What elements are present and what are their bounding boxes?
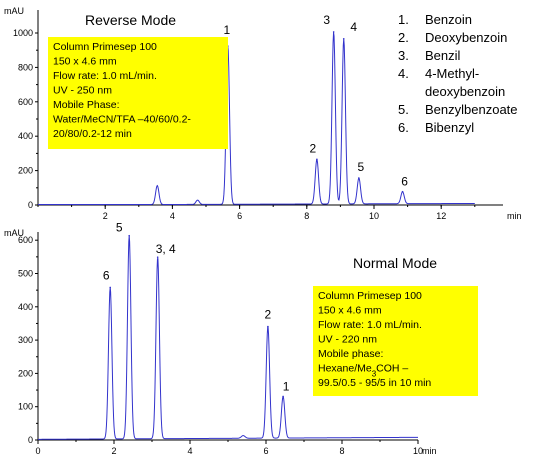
legend-entry: Benzil [425,48,461,63]
peak-label: 2 [265,308,272,322]
x-tick-label: 8 [304,211,309,221]
peak-label: 4 [350,20,357,34]
y-tick-label: 600 [18,235,33,245]
y-tick-label: 0 [28,435,33,445]
condition-line: Flow rate: 1.0 mL/min. [53,70,157,82]
condition-line: Column Primesep 100 [318,290,422,302]
x-tick-label: 4 [187,446,192,456]
condition-line: Mobile phase: [318,348,383,360]
x-tick-label: 8 [339,446,344,456]
legend-number: 5. [398,102,409,117]
y-tick-label: 300 [18,335,33,345]
condition-line: 150 x 4.6 mm [318,305,382,317]
legend-number: 3. [398,48,409,63]
peak-label: 1 [223,23,230,37]
condition-line: Water/MeCN/TFA –40/60/0.2- [53,114,191,126]
peak-label: 3 [323,13,330,27]
peak-label: 5 [116,221,123,235]
legend-entry: deoxybenzoin [425,84,505,99]
y-tick-label: 200 [18,368,33,378]
peak-point [358,177,360,179]
condition-line: 99.5/0.5 - 95/5 in 10 min [318,377,431,389]
y-tick-label: 400 [18,302,33,312]
x-tick-label: 6 [237,211,242,221]
y-tick-label: 100 [18,402,33,412]
x-tick-label: 0 [35,446,40,456]
condition-line: UV - 220 nm [318,334,377,346]
x-tick-label: 2 [111,446,116,456]
normal-mode-panel: 0 100 200 300 400 500 600 0 2 4 6 8 10 mAU min 6 5 3, 4 2 1… [4,221,478,456]
condition-line: 20/80/0.2-12 min [53,128,132,140]
chromatogram-trace [38,32,475,205]
condition-line: UV - 250 nm [53,85,112,97]
y-tick-label: 1000 [13,28,33,38]
condition-line: Column Primesep 100 [53,41,157,53]
peak-point [156,256,159,259]
y-tick-label: 400 [18,131,33,141]
peak-point [267,325,269,328]
y-axis-label: mAU [4,228,24,238]
x-tick-label: 10 [413,446,423,456]
legend-entry: Benzylbenzoate [425,102,518,117]
y-tick-label: 800 [18,62,33,72]
x-tick-label: 6 [263,446,268,456]
y-axis-label: mAU [4,6,24,16]
condition-line: Hexane/Me3COH – [318,363,408,379]
peak-point [316,158,318,161]
legend-number: 1. [398,12,409,27]
legend-number: 4. [398,66,409,81]
legend-entry: Benzoin [425,12,472,27]
condition-line: 150 x 4.6 mm [53,56,117,68]
y-tick-label: 0 [28,200,33,210]
legend-number: 2. [398,30,409,45]
x-tick-label: 4 [170,211,175,221]
y-tick-label: 200 [18,166,33,176]
peak-point [332,31,335,33]
peak-label: 3, 4 [156,242,176,256]
peak-label: 6 [401,175,408,189]
y-tick-label: 500 [18,269,33,279]
chart-title: Reverse Mode [85,12,176,28]
peak-point [109,286,111,289]
condition-line: Flow rate: 1.0 mL/min. [318,319,422,331]
chart-title: Normal Mode [353,255,437,271]
conditions-box [313,286,478,396]
condition-line: Mobile Phase: [53,99,120,111]
peak-point [128,234,130,237]
x-tick-label: 10 [369,211,379,221]
legend-number: 6. [398,120,409,135]
peak-label: 2 [310,141,317,155]
x-tick-label: 12 [436,211,446,221]
y-tick-label: 600 [18,97,33,107]
peak-point [342,37,345,40]
legend-entry: 4-Methyl- [425,66,479,81]
x-axis-label: min [507,211,522,221]
legend-entry: Deoxybenzoin [425,30,507,45]
peak-point [282,395,284,398]
x-tick-label: 2 [103,211,108,221]
legend-entry: Bibenzyl [425,120,474,135]
chromatogram-trace [38,235,418,440]
conditions-box [48,37,228,149]
peak-point [401,190,404,193]
x-axis-label: min [422,446,437,456]
peak-label: 5 [358,160,365,174]
peak-label: 1 [283,379,290,393]
peak-label: 6 [103,268,110,282]
